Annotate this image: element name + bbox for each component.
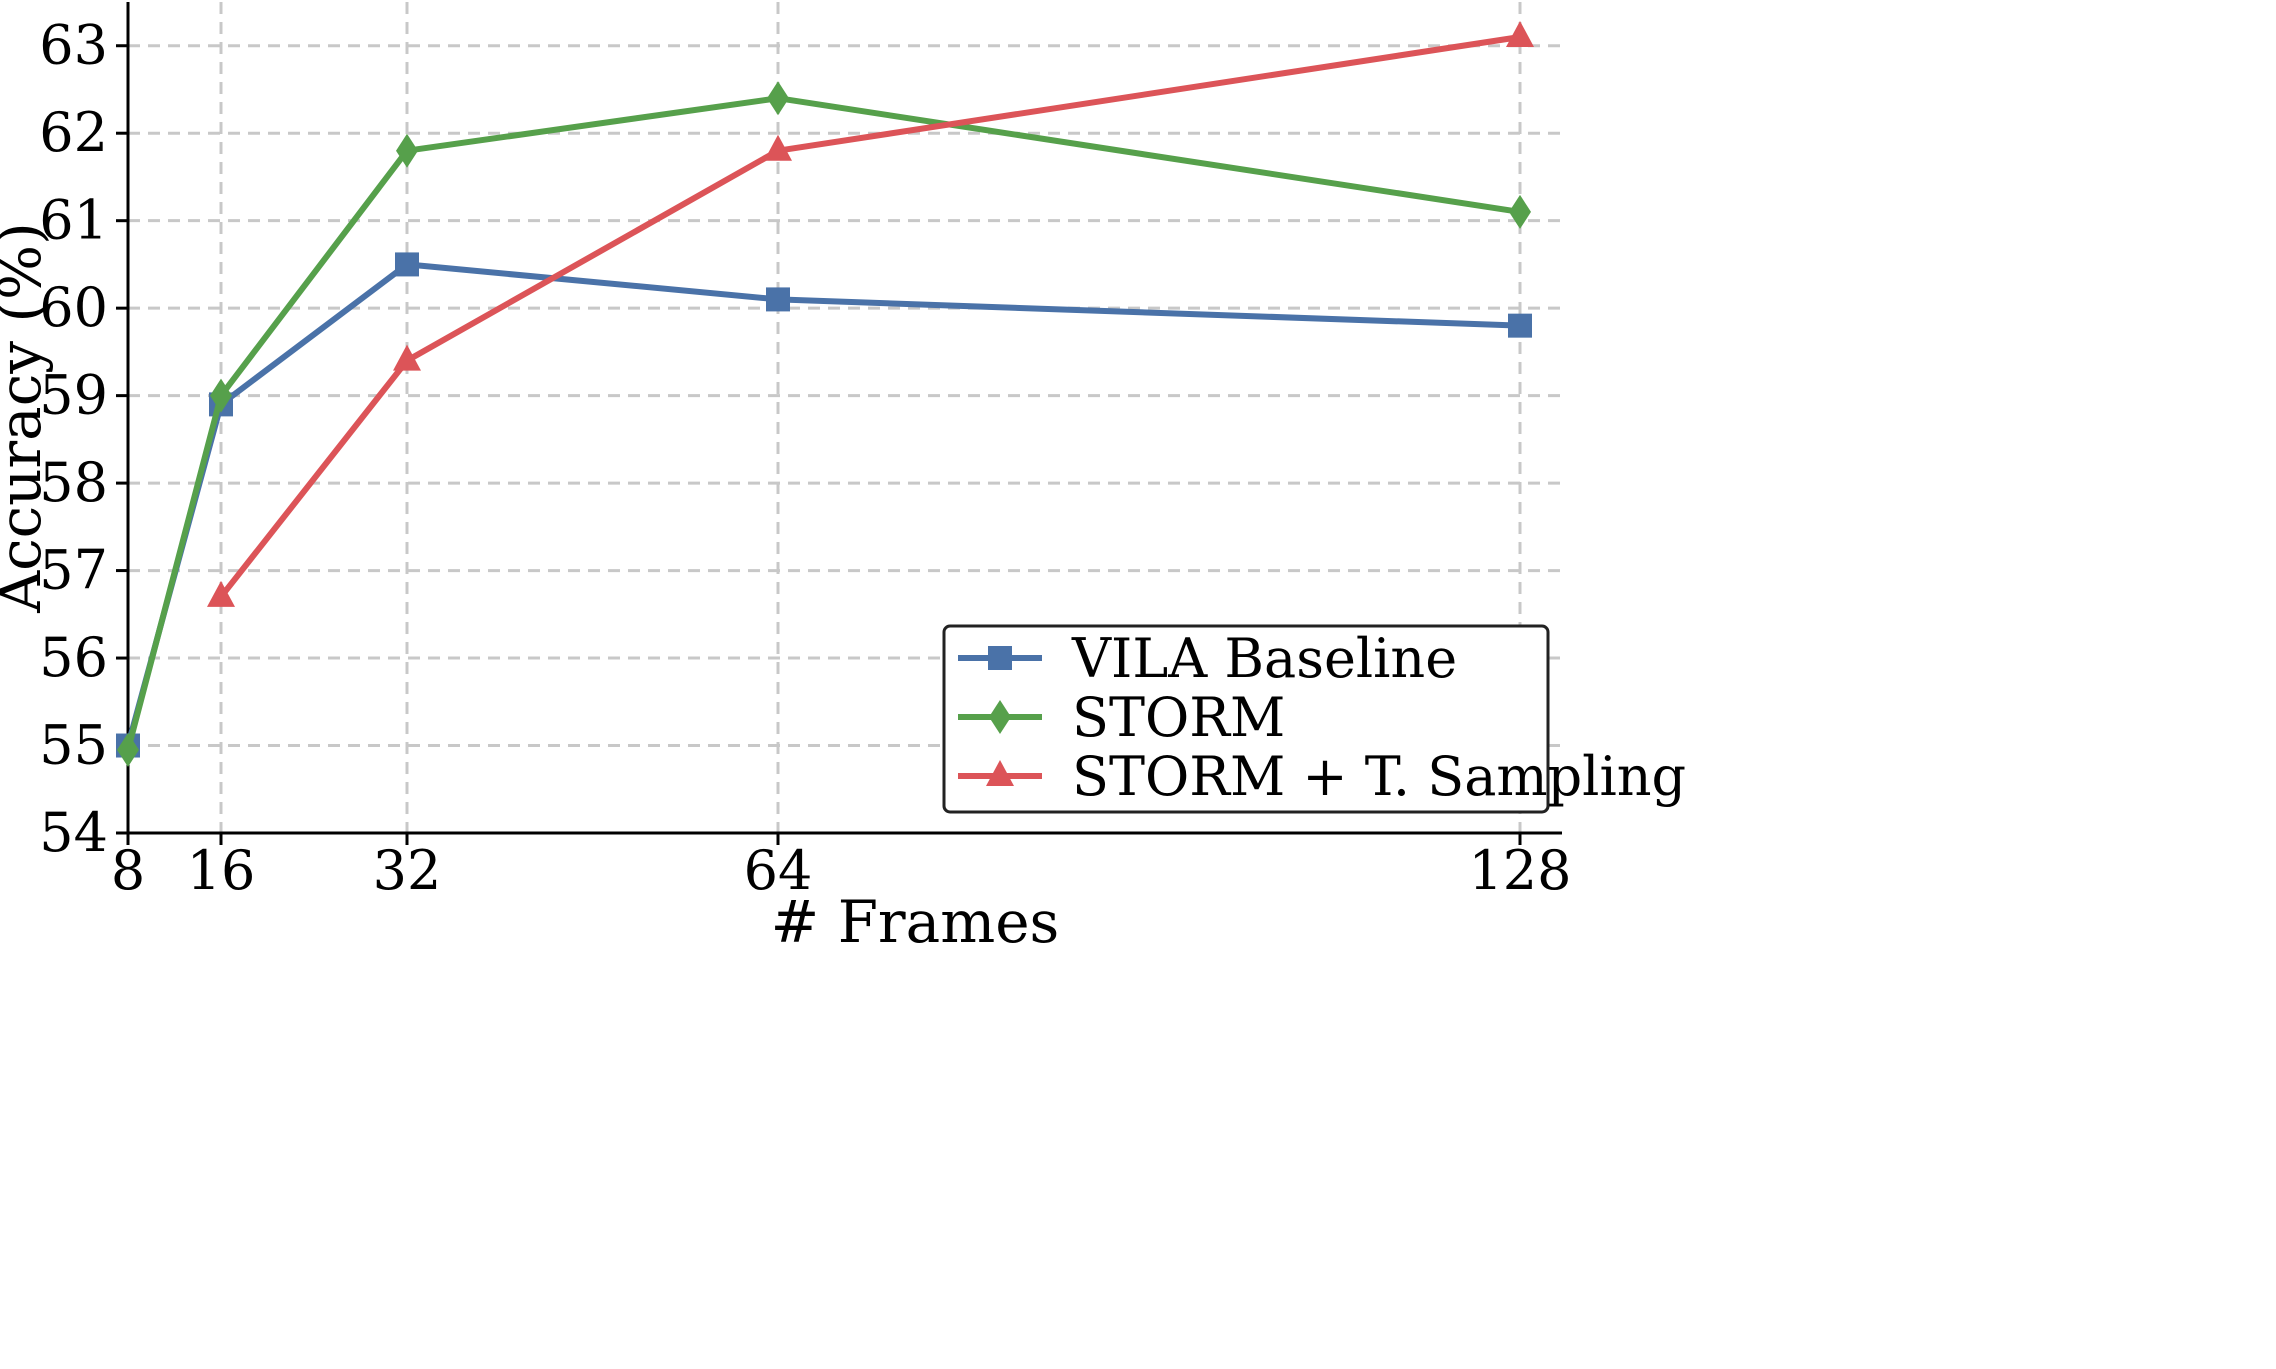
legend-box [942,624,1550,814]
data-point-storm-t-sampling [207,580,235,607]
legend-swatch-marker [988,646,1012,670]
legend-label: STORM [1072,686,1285,749]
data-point-vila-baseline [395,252,419,277]
data-point-storm-t-sampling [764,134,792,161]
series-storm [117,81,1531,767]
legend-item-vila-baseline: VILA Baseline [958,627,1457,690]
data-point-storm [767,81,789,116]
legend-swatch-marker [989,700,1011,734]
legend-swatch-marker [986,760,1014,786]
data-point-storm [1509,194,1531,229]
data-point-storm [210,378,232,413]
series-group [116,20,1534,767]
data-point-vila-baseline [1508,313,1532,338]
x-axis-title: # Frames [771,888,1060,956]
x-tick-label: 16 [187,839,256,902]
y-tick-label: 62 [39,101,108,164]
x-tick-label: 128 [1468,839,1571,902]
series-line-storm-t-sampling [218,33,1523,600]
data-point-storm-t-sampling [393,344,421,371]
legend-label: VILA Baseline [1071,627,1457,690]
axes: 54 55 56 57 58 59 60 61 62 63 8 16 32 64 128 [39,2,1572,902]
x-tick-label: 8 [111,839,145,902]
y-tick-label: 57 [39,539,108,602]
y-tick-label: 59 [39,364,108,427]
y-tick-label: 63 [39,14,108,77]
y-tick-label: 55 [39,714,108,777]
series-storm-t-sampling [207,20,1534,607]
data-point-storm-t-sampling [1506,20,1534,47]
legend-item-storm-t-sampling: STORM + T. Sampling [958,745,1686,808]
y-tick-label: 60 [39,276,108,339]
legend-item-storm: STORM [958,686,1285,749]
data-point-storm [396,133,418,168]
data-point-vila-baseline [766,287,790,312]
x-tick-label: 64 [744,839,813,902]
data-point-storm [117,732,139,767]
y-tick-label: 56 [39,626,108,689]
y-axis-title: Accuracy (%) [0,222,54,614]
y-tick-label: 54 [39,801,108,864]
y-tick-label: 61 [39,189,108,252]
y-tick-label: 58 [39,451,108,514]
legend-label: STORM + T. Sampling [1072,745,1686,808]
x-tick-label: 32 [373,839,442,902]
